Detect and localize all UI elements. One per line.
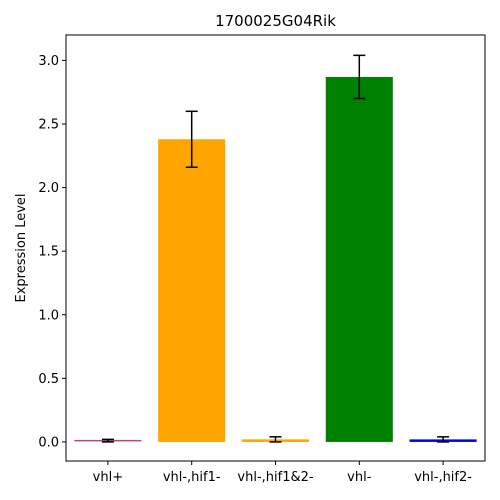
plot-frame [65, 34, 486, 462]
y-tick-label-1: 0.0 [38, 435, 59, 450]
y-tick-label-5: 2.0 [38, 181, 59, 196]
x-tick-label-5: vhl-,hif2- [414, 470, 472, 485]
chart-title: 1700025G04Rik [215, 12, 336, 30]
x-tick-label-1: vhl+ [93, 470, 123, 485]
bars-layer [74, 76, 477, 442]
y-axis: 0.0 0.5 1.0 1.5 2.0 2.5 3.0 [38, 54, 66, 450]
x-tick-label-4: vhl- [347, 470, 372, 485]
x-axis: vhl+ vhl-,hif1- vhl-,hif1&2- vhl-vhl-,hif2- [93, 461, 472, 485]
x-tick-label-2: vhl-,hif1- [163, 470, 221, 485]
y-tick-label-7: 3.0 [38, 54, 59, 69]
y-tick-label-6: 2.5 [38, 118, 59, 133]
errorbars-layer [101, 54, 450, 443]
y-tick-label-2: 0.5 [38, 372, 59, 387]
bar-4 [325, 76, 393, 442]
y-tick-label-3: 1.0 [38, 308, 59, 323]
x-tick-label-3: vhl-,hif1&2- [237, 470, 313, 485]
bar-2 [158, 139, 226, 442]
y-axis-label: Expression Level [14, 193, 29, 302]
y-tick-label-4: 1.5 [38, 245, 59, 260]
